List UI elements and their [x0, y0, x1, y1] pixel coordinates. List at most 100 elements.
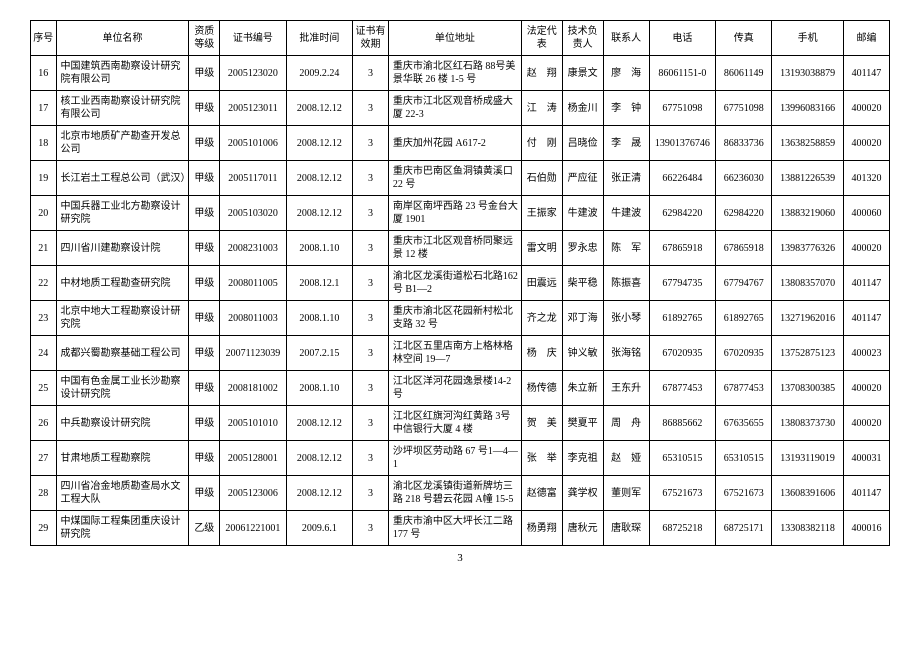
cell-seq: 24 — [31, 336, 57, 371]
cell-tech: 唐秋元 — [562, 511, 603, 546]
cell-grade: 甲级 — [189, 301, 220, 336]
cell-addr: 重庆加州花园 A617-2 — [388, 126, 521, 161]
col-seq: 序号 — [31, 21, 57, 56]
cell-date: 2009.2.24 — [286, 56, 352, 91]
cell-grade: 甲级 — [189, 231, 220, 266]
cell-fax: 67635655 — [716, 406, 772, 441]
cell-tech: 龚学权 — [562, 476, 603, 511]
cell-rep: 贺 美 — [521, 406, 562, 441]
cell-date: 2008.1.10 — [286, 371, 352, 406]
cell-mobile: 13883219060 — [772, 196, 844, 231]
cell-seq: 28 — [31, 476, 57, 511]
cell-addr: 渝北区龙溪镇街道新牌坊三路 218 号碧云花园 A幢 15-5 — [388, 476, 521, 511]
cell-cert: 2008011003 — [220, 301, 286, 336]
table-row: 23北京中地大工程勘察设计研究院甲级20080110032008.1.103重庆… — [31, 301, 890, 336]
cell-cert: 2008231003 — [220, 231, 286, 266]
cell-addr: 南岸区南坪西路 23 号金台大厦 1901 — [388, 196, 521, 231]
cell-valid: 3 — [353, 406, 389, 441]
cell-tel: 67865918 — [649, 231, 715, 266]
cell-valid: 3 — [353, 126, 389, 161]
org-table: 序号 单位名称 资质等级 证书编号 批准时间 证书有效期 单位地址 法定代表 技… — [30, 20, 890, 546]
cell-date: 2007.2.15 — [286, 336, 352, 371]
cell-zip: 401147 — [843, 476, 889, 511]
cell-seq: 19 — [31, 161, 57, 196]
cell-valid: 3 — [353, 511, 389, 546]
cell-mobile: 13308382118 — [772, 511, 844, 546]
cell-tel: 67751098 — [649, 91, 715, 126]
cell-rep: 江 涛 — [521, 91, 562, 126]
cell-grade: 甲级 — [189, 196, 220, 231]
cell-seq: 16 — [31, 56, 57, 91]
cell-fax: 67794767 — [716, 266, 772, 301]
cell-name: 中兵勘察设计研究院 — [56, 406, 189, 441]
cell-date: 2008.12.12 — [286, 91, 352, 126]
cell-valid: 3 — [353, 441, 389, 476]
cell-contact: 张海铭 — [603, 336, 649, 371]
cell-grade: 甲级 — [189, 371, 220, 406]
cell-seq: 23 — [31, 301, 57, 336]
cell-contact: 王东升 — [603, 371, 649, 406]
col-cert: 证书编号 — [220, 21, 286, 56]
cell-addr: 重庆市渝北区花园新村松北支路 32 号 — [388, 301, 521, 336]
cell-tech: 康景文 — [562, 56, 603, 91]
cell-rep: 田震远 — [521, 266, 562, 301]
cell-rep: 杨传德 — [521, 371, 562, 406]
cell-name: 北京中地大工程勘察设计研究院 — [56, 301, 189, 336]
cell-seq: 18 — [31, 126, 57, 161]
cell-fax: 86833736 — [716, 126, 772, 161]
cell-addr: 渝北区龙溪街道松石北路162 号 B1—2 — [388, 266, 521, 301]
cell-zip: 400016 — [843, 511, 889, 546]
cell-mobile: 13752875123 — [772, 336, 844, 371]
cell-name: 中国建筑西南勘察设计研究院有限公司 — [56, 56, 189, 91]
cell-rep: 石伯勋 — [521, 161, 562, 196]
cell-grade: 甲级 — [189, 406, 220, 441]
cell-date: 2008.12.12 — [286, 406, 352, 441]
cell-mobile: 13808357070 — [772, 266, 844, 301]
cell-zip: 400060 — [843, 196, 889, 231]
col-rep: 法定代表 — [521, 21, 562, 56]
col-tech: 技术负责人 — [562, 21, 603, 56]
cell-tel: 66226484 — [649, 161, 715, 196]
cell-addr: 重庆市江北区观音桥成盛大厦 22-3 — [388, 91, 521, 126]
cell-valid: 3 — [353, 336, 389, 371]
table-row: 20中国兵器工业北方勘察设计研究院甲级20051030202008.12.123… — [31, 196, 890, 231]
cell-contact: 张正清 — [603, 161, 649, 196]
cell-mobile: 13983776326 — [772, 231, 844, 266]
table-row: 26中兵勘察设计研究院甲级20051010102008.12.123江北区红旗河… — [31, 406, 890, 441]
cell-mobile: 13808373730 — [772, 406, 844, 441]
cell-contact: 周 舟 — [603, 406, 649, 441]
cell-name: 长江岩土工程总公司（武汉） — [56, 161, 189, 196]
cell-valid: 3 — [353, 161, 389, 196]
cell-grade: 甲级 — [189, 441, 220, 476]
cell-fax: 67865918 — [716, 231, 772, 266]
cell-seq: 20 — [31, 196, 57, 231]
cell-valid: 3 — [353, 266, 389, 301]
cell-tel: 67877453 — [649, 371, 715, 406]
table-row: 21四川省川建勘察设计院甲级20082310032008.1.103重庆市江北区… — [31, 231, 890, 266]
cell-addr: 重庆市渝北区红石路 88号美景华联 26 楼 1-5 号 — [388, 56, 521, 91]
cell-cert: 2005123020 — [220, 56, 286, 91]
cell-contact: 牛建波 — [603, 196, 649, 231]
cell-mobile: 13271962016 — [772, 301, 844, 336]
cell-addr: 沙坪坝区劳动路 67 号1—4—1 — [388, 441, 521, 476]
cell-cert: 2005103020 — [220, 196, 286, 231]
col-valid: 证书有效期 — [353, 21, 389, 56]
cell-fax: 67521673 — [716, 476, 772, 511]
cell-tech: 邓丁海 — [562, 301, 603, 336]
col-tel: 电话 — [649, 21, 715, 56]
table-row: 19长江岩土工程总公司（武汉）甲级20051170112008.12.123重庆… — [31, 161, 890, 196]
cell-seq: 17 — [31, 91, 57, 126]
cell-rep: 付 刚 — [521, 126, 562, 161]
cell-valid: 3 — [353, 301, 389, 336]
cell-date: 2008.12.12 — [286, 161, 352, 196]
cell-tech: 李克祖 — [562, 441, 603, 476]
cell-mobile: 13881226539 — [772, 161, 844, 196]
cell-zip: 401147 — [843, 301, 889, 336]
table-row: 18北京市地质矿产勘查开发总公司甲级20051010062008.12.123重… — [31, 126, 890, 161]
cell-cert: 2005123006 — [220, 476, 286, 511]
cell-zip: 400020 — [843, 126, 889, 161]
cell-seq: 26 — [31, 406, 57, 441]
cell-name: 甘肃地质工程勘察院 — [56, 441, 189, 476]
cell-addr: 重庆市巴南区鱼洞镇黄溪口 22 号 — [388, 161, 521, 196]
cell-rep: 赵 翔 — [521, 56, 562, 91]
